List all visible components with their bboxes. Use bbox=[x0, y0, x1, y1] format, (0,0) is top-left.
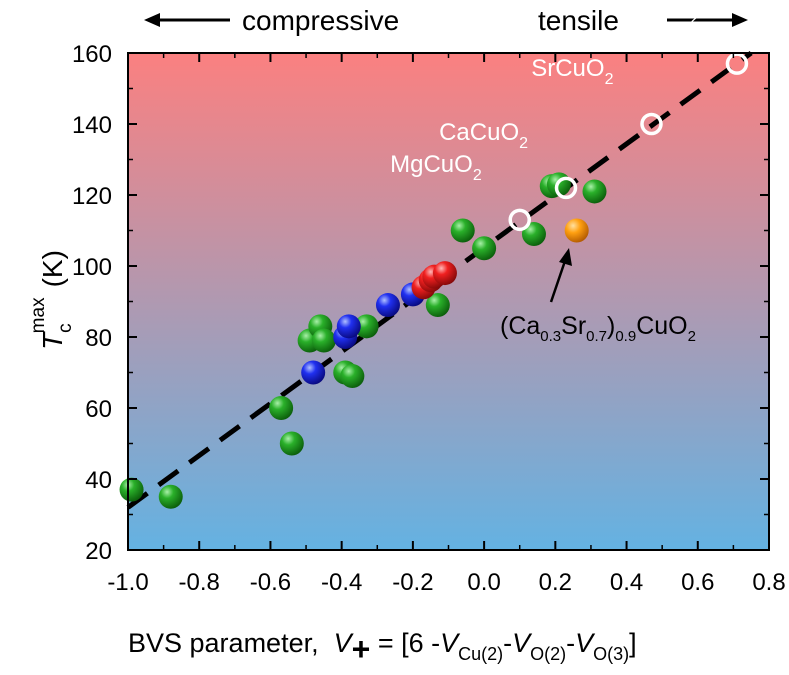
annotation-arrow-head bbox=[559, 248, 572, 266]
y-axis-sub: c bbox=[55, 323, 76, 333]
x-tick-label: 0.6 bbox=[681, 569, 714, 596]
points-layer bbox=[119, 52, 749, 509]
tensile-arrow bbox=[667, 13, 748, 27]
point-green bbox=[521, 222, 546, 247]
point-green bbox=[340, 364, 365, 389]
x-tick-label: -0.6 bbox=[250, 569, 291, 596]
point-blue bbox=[336, 314, 361, 339]
x-tick-label: 0.4 bbox=[610, 569, 643, 596]
parent-label: CaCuO2 bbox=[439, 119, 528, 152]
point-green bbox=[450, 218, 475, 243]
annotation-arrow-line bbox=[549, 257, 568, 303]
x-tick-label: 0.2 bbox=[539, 569, 572, 596]
point-open-white bbox=[508, 208, 531, 232]
x-tick-label: -0.8 bbox=[179, 569, 220, 596]
y-tick-label: 100 bbox=[72, 254, 112, 281]
compressive-label: compressive bbox=[242, 5, 399, 36]
x-tick-label: -0.4 bbox=[321, 569, 362, 596]
y-tick-label: 80 bbox=[85, 325, 112, 352]
x-axis-close: ] bbox=[629, 628, 637, 658]
point-green bbox=[354, 314, 379, 339]
compound-label: (Ca0.3Sr0.7)0.9CuO2 bbox=[500, 312, 696, 345]
point-blue bbox=[375, 293, 400, 318]
y-axis-unit: (K) bbox=[37, 250, 68, 287]
point-green bbox=[279, 431, 304, 456]
point-open-white bbox=[640, 112, 663, 136]
y-axis-sup: max bbox=[28, 297, 49, 333]
y-tick-label: 120 bbox=[72, 183, 112, 210]
x-axis-sub1: Cu(2) bbox=[458, 644, 503, 664]
compound-annotation: (Ca0.3Sr0.7)0.9CuO2 bbox=[500, 248, 696, 345]
x-axis-prefix: BVS parameter, bbox=[128, 628, 334, 658]
point-green bbox=[269, 396, 294, 420]
y-tick-label: 20 bbox=[85, 538, 112, 565]
x-tick-label: 0.0 bbox=[467, 569, 500, 596]
point-green bbox=[119, 477, 144, 502]
x-axis-sub3: O(3) bbox=[593, 644, 629, 664]
point-green bbox=[582, 179, 607, 204]
x-axis-v3: V bbox=[575, 628, 596, 658]
parent-label: MgCuO2 bbox=[390, 151, 482, 184]
y-axis-title: Tcmax (K) bbox=[28, 250, 76, 350]
x-axis-dash1: - bbox=[503, 628, 512, 658]
x-axis-v2: V bbox=[512, 628, 533, 658]
x-tick-label: -1.0 bbox=[107, 569, 148, 596]
y-tick-label: 40 bbox=[85, 467, 112, 494]
y-tick-label: 140 bbox=[72, 112, 112, 139]
compressive-arrow bbox=[144, 13, 230, 27]
x-axis-title: BVS parameter, V+ = [6 -VCu(2)-VO(2)-VO(… bbox=[128, 628, 637, 667]
tensile-label: tensile bbox=[538, 5, 619, 36]
y-tick-label: 160 bbox=[72, 41, 112, 68]
point-orange bbox=[564, 218, 589, 243]
parent-label: SrCuO2 bbox=[531, 55, 613, 88]
x-axis-plus: + bbox=[352, 631, 371, 667]
x-tick-label: 0.8 bbox=[752, 569, 785, 596]
ticks-layer: -1.0 -0.8 -0.6 -0.4 -0.2 0.0 0.2 0.4 0.6 0.8 20 40 6… bbox=[72, 41, 786, 596]
plot-frame bbox=[127, 52, 770, 551]
point-open-white bbox=[554, 176, 578, 200]
y-tick-label: 60 bbox=[85, 396, 112, 423]
x-axis-sub2: O(2) bbox=[530, 644, 566, 664]
x-tick-label: -0.2 bbox=[392, 569, 433, 596]
point-red bbox=[432, 261, 457, 286]
point-green bbox=[158, 484, 183, 509]
x-axis-v1: V bbox=[440, 628, 461, 658]
parent-label: BaCuO2 bbox=[611, 0, 699, 28]
x-axis-dash2: - bbox=[566, 628, 575, 658]
point-green bbox=[472, 236, 497, 261]
x-axis-v: V bbox=[334, 628, 355, 658]
x-axis-mid: = [6 - bbox=[370, 628, 440, 658]
point-open-white bbox=[725, 52, 749, 75]
point-green bbox=[425, 293, 450, 318]
point-blue bbox=[301, 360, 326, 385]
point-green bbox=[311, 328, 336, 353]
svg-text:Tcmax(K): Tcmax (K) bbox=[28, 250, 76, 350]
y-axis-symbol: T bbox=[37, 331, 68, 350]
